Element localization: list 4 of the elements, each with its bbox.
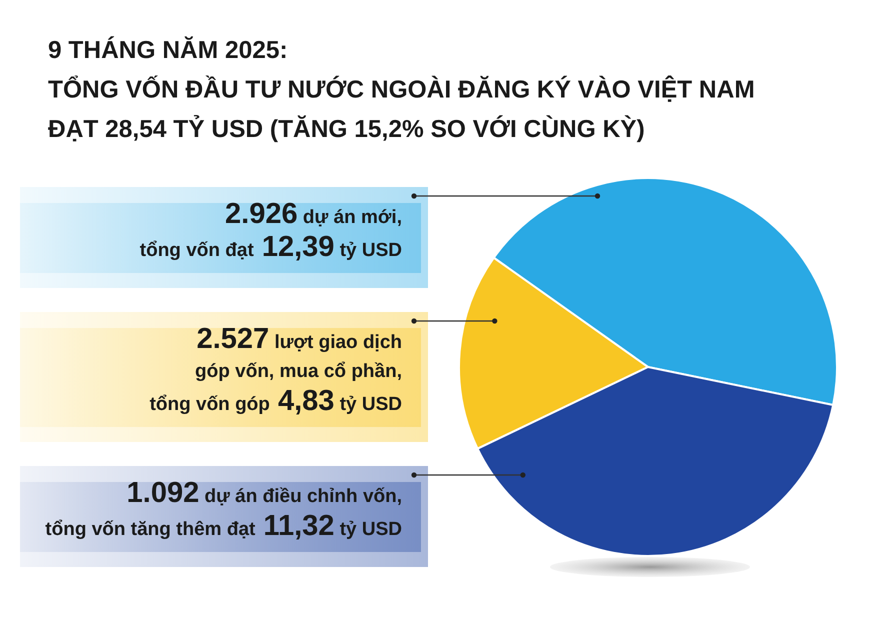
category-label: 2.926 dự án mới, tổng vốn đạt 12,39 tỷ USD — [140, 198, 402, 263]
category-label: 2.527 lượt giao dịch góp vốn, mua cổ phần, tổng vốn góp 4,83 tỷ USD — [150, 323, 402, 417]
category-label: 1.092 dự án điều chỉnh vốn, tổng vốn tăng thêm đạt 11,32 tỷ USD — [45, 477, 402, 542]
chart-title: 9 THÁNG NĂM 2025: TỔNG VỐN ĐẦU TƯ NƯỚC NGOÀI ĐĂNG KÝ VÀO VIỆT NAM ĐẠT 28,54 TỶ USD (TĂNG 15,2% SO VỚI CÙNG KỲ) — [48, 36, 755, 143]
